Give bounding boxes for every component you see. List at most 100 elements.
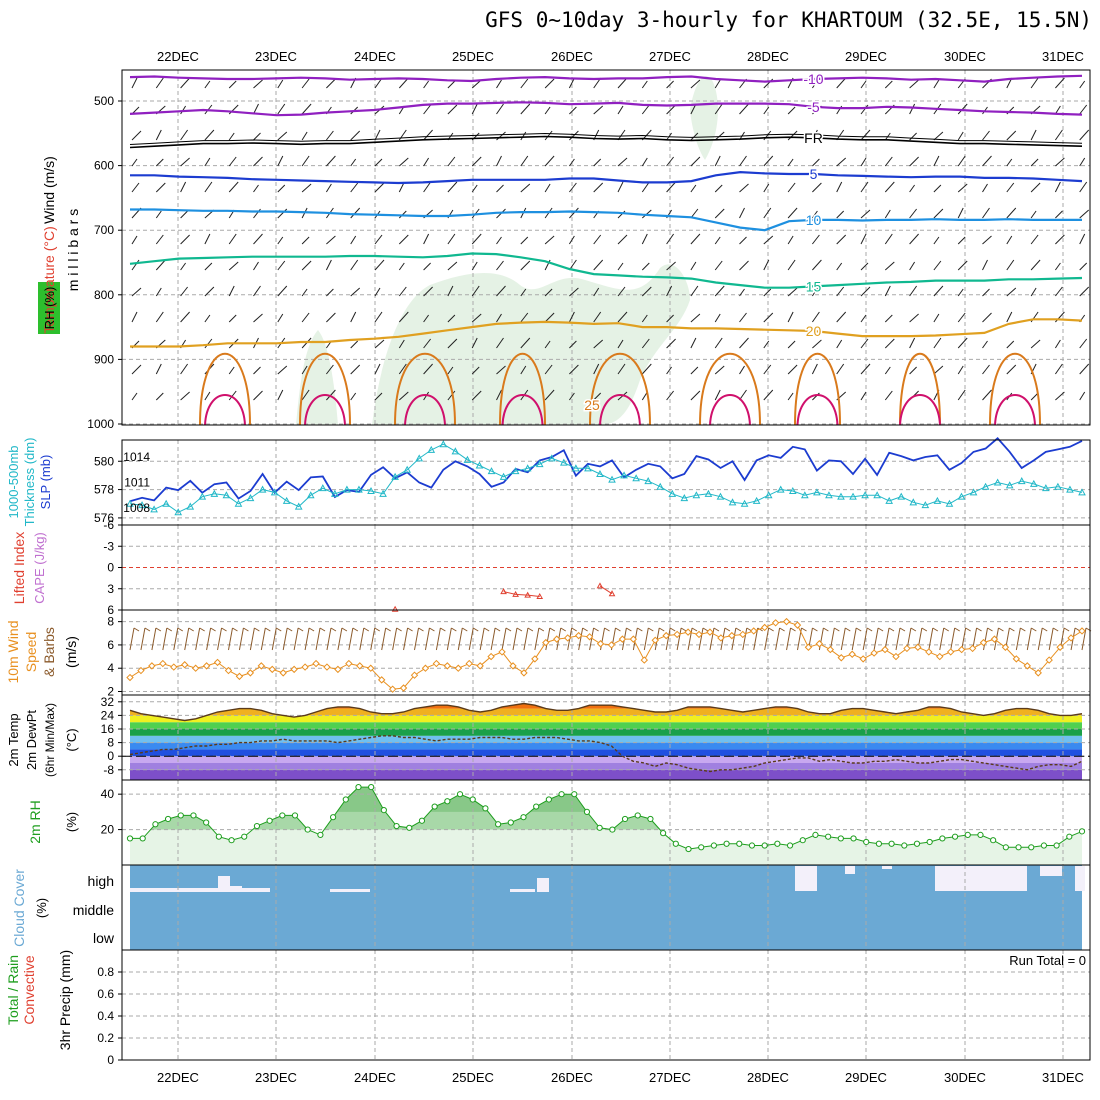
rh-point (418, 817, 426, 824)
thickness-point (909, 498, 918, 506)
wind-speed-point (859, 655, 867, 663)
wind-barb-10m (249, 627, 255, 651)
wind-barb (1030, 259, 1041, 271)
wind-barb-10m-flag (199, 627, 205, 632)
ytick-label-li-1: -3 (103, 539, 114, 553)
wind-barb (909, 337, 916, 349)
wind-barb (957, 389, 966, 401)
wind-barb-10m (217, 627, 223, 651)
wind-barb-10m (840, 627, 846, 651)
wind-barb (884, 80, 893, 89)
wind-speed-point (1056, 643, 1064, 651)
wind-speed-point (990, 635, 999, 643)
wind-barb-10m-flag (593, 627, 599, 632)
rh-point (875, 840, 883, 847)
rh-point (215, 833, 222, 840)
wind-barb (763, 130, 772, 141)
thickness-point (849, 492, 857, 500)
wind-barb-10m-flag (385, 627, 391, 632)
thickness-point (535, 460, 544, 468)
label-total-rain: Total / Rain (5, 955, 21, 1025)
wind-barb (860, 80, 867, 89)
rh-point (939, 835, 946, 842)
wind-barb-10m (381, 627, 387, 651)
wind-barb (666, 156, 674, 167)
cloud-cover-area (130, 865, 1082, 950)
wind-barb (690, 156, 701, 167)
wind-barb (277, 103, 286, 115)
wind-barb (641, 262, 650, 271)
wind-barb-10m (698, 627, 704, 651)
rh-point (926, 838, 933, 846)
wind-barb (228, 233, 237, 245)
rh-point (152, 821, 159, 828)
wind-speed-point (465, 659, 473, 668)
wind-barb-10m-flag (396, 627, 402, 632)
thickness-point (1017, 477, 1026, 485)
wind-barb (228, 80, 237, 89)
wind-barb (520, 131, 527, 141)
wind-barb-10m-flag (538, 627, 545, 632)
wind-barb (1054, 181, 1061, 193)
wind-barb (569, 207, 579, 219)
wind-barb-10m (271, 627, 277, 651)
wind-barb (374, 363, 381, 375)
wind-barb (836, 363, 845, 375)
label-minmax: (6hr Min/Max) (43, 703, 57, 777)
wind-barb (666, 181, 676, 193)
rh-point (863, 838, 870, 846)
wind-barb (787, 340, 796, 349)
wind-speed-point (520, 669, 528, 677)
thickness-point (331, 489, 339, 497)
wind-barb-10m (304, 627, 310, 651)
thickness-point (294, 502, 303, 510)
wind-barb-10m-flag (505, 627, 512, 632)
wind-barb (544, 183, 551, 193)
wind-barb-10m (162, 627, 168, 651)
wind-barb (301, 312, 310, 323)
rh-point (799, 837, 806, 844)
wind-barb-10m (873, 627, 879, 651)
wind-speed-point (487, 652, 495, 661)
wind-barb (180, 181, 187, 193)
wind-barb-10m-flag (472, 627, 479, 632)
wind-barb (569, 106, 577, 115)
date-label-bottom-4: 26DEC (551, 1070, 593, 1085)
temp-band-2 (130, 756, 1082, 763)
wind-barb (520, 103, 531, 115)
ytick-label-slp-2: 1014 (123, 450, 150, 464)
thickness-point (174, 508, 183, 516)
wind-barb (1079, 209, 1090, 219)
wind-barb (204, 391, 211, 401)
wind-barb (496, 79, 502, 89)
wind-barb (520, 288, 527, 297)
thickness-point (572, 464, 580, 472)
wind-barb (666, 261, 676, 271)
wind-barb (739, 207, 745, 219)
wind-barb (277, 285, 288, 297)
label-barbs: & Barbs (41, 627, 57, 677)
wind-speed-point (717, 634, 725, 642)
wind-barb (253, 103, 259, 115)
wind-speed-point (279, 669, 287, 677)
wind-barb (155, 259, 166, 271)
date-label-bottom-2: 24DEC (354, 1070, 396, 1085)
wind-barb (350, 287, 361, 297)
thickness-point (1029, 479, 1038, 487)
wind-barb (520, 365, 527, 375)
rh-point (139, 835, 146, 842)
wind-barb-10m (939, 627, 945, 651)
thickness-point (1042, 484, 1050, 492)
wind-barb-10m (643, 627, 649, 651)
wind-barb (1006, 259, 1015, 271)
ytick-label-upper-3: 800 (94, 288, 114, 302)
label-2m-temp: 2m Temp (6, 713, 21, 766)
dewpoint-line (129, 735, 1083, 773)
wind-barb (641, 363, 652, 375)
wind-barb (253, 285, 261, 297)
temp-band-9 (130, 708, 1082, 716)
wind-barb (860, 104, 869, 115)
label-millibars: m i l l i b a r s (65, 209, 81, 291)
wind-speed-point (246, 669, 255, 677)
wind-barb (569, 287, 579, 297)
